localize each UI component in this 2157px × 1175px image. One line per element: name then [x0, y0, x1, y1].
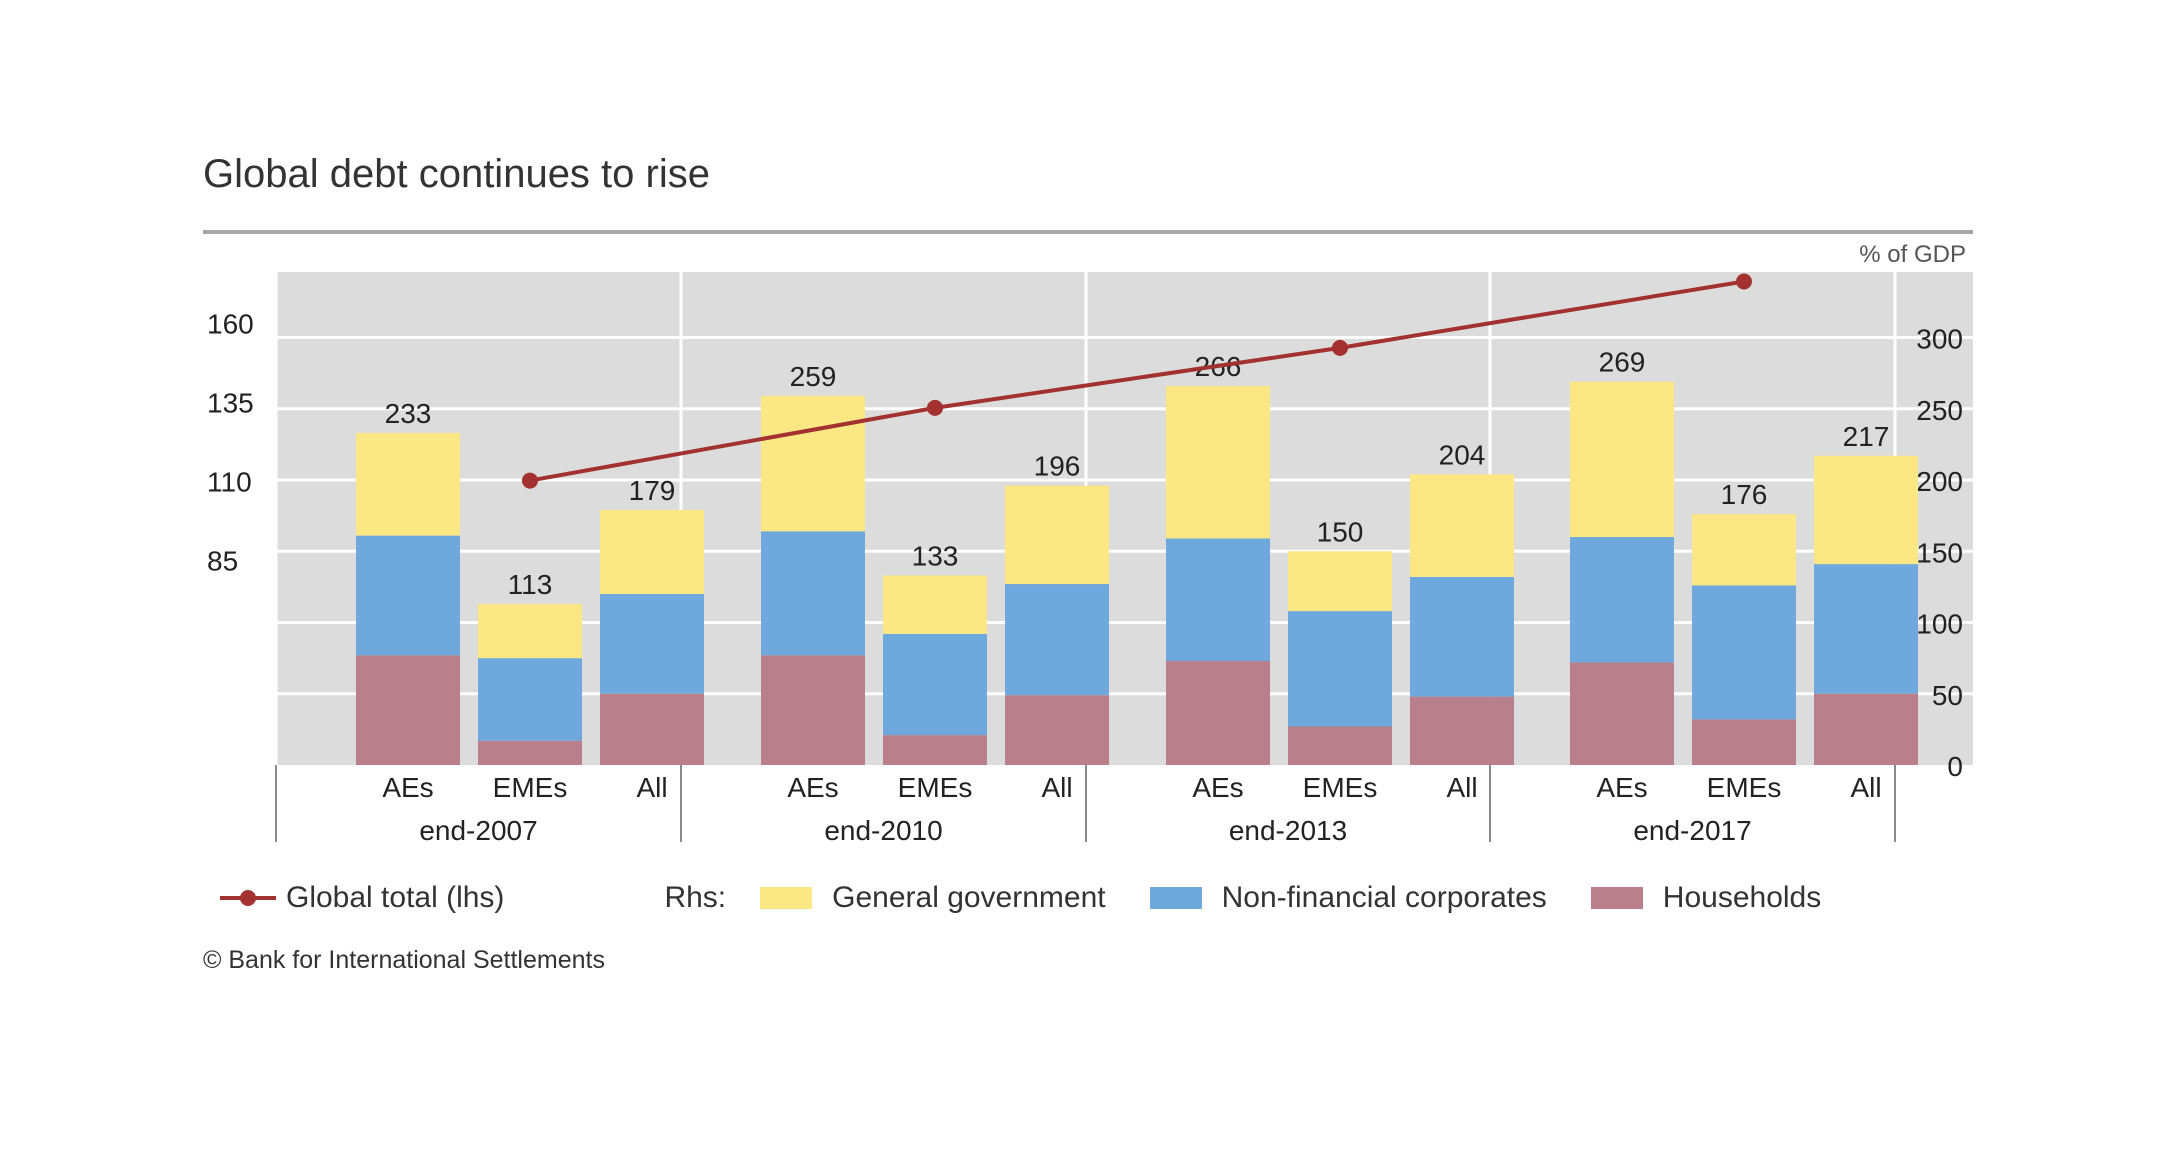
bar-general-government — [356, 433, 460, 536]
category-label: All — [636, 772, 667, 803]
category-label: AEs — [787, 772, 838, 803]
bar-general-government — [1166, 385, 1270, 539]
right-tick-label: 200 — [1916, 466, 1963, 497]
category-label: EMEs — [493, 772, 568, 803]
global-total-point — [1736, 273, 1752, 290]
bar-households — [1288, 726, 1392, 765]
global-total-point — [927, 399, 943, 416]
bar-non-financial-corporates — [1692, 585, 1796, 720]
left-tick-label: 110 — [207, 467, 252, 498]
bar-total-label: 204 — [1439, 439, 1486, 470]
right-tick-label: 100 — [1916, 609, 1963, 640]
bar-households — [1166, 660, 1270, 765]
global-total-point — [1332, 339, 1348, 356]
right-tick-label: 150 — [1916, 537, 1963, 568]
bar-total-label: 196 — [1034, 451, 1081, 482]
bar-non-financial-corporates — [1166, 538, 1270, 661]
bar-general-government — [1814, 455, 1918, 565]
bar-total-label: 269 — [1599, 347, 1646, 378]
category-label: AEs — [1192, 772, 1243, 803]
bar-households — [478, 740, 582, 765]
legend-label-households: Households — [1662, 881, 1822, 914]
legend-line-symbol — [220, 887, 276, 909]
bar-total-label: 150 — [1317, 516, 1364, 547]
source-footer: © Bank for International Settlements — [203, 946, 605, 974]
bar-general-government — [883, 575, 987, 634]
bar-general-government — [478, 603, 582, 659]
right-tick-label: 250 — [1916, 395, 1963, 426]
bar-non-financial-corporates — [600, 594, 704, 694]
bar-non-financial-corporates — [1570, 537, 1674, 663]
bar-general-government — [1570, 381, 1674, 538]
legend-item-households: Households — [1590, 881, 1822, 915]
bar-households — [1005, 695, 1109, 765]
category-label: AEs — [382, 772, 433, 803]
bar-households — [1570, 662, 1674, 765]
group-label: end-2010 — [824, 815, 942, 846]
left-tick-label: 85 — [207, 546, 238, 577]
bar-non-financial-corporates — [761, 531, 865, 656]
bar-non-financial-corporates — [478, 658, 582, 741]
legend-label-non-financial-corporates: Non-financial corporates — [1221, 881, 1547, 914]
bar-households — [1410, 696, 1514, 765]
bar-non-financial-corporates — [1288, 611, 1392, 727]
group-label: end-2007 — [419, 815, 537, 846]
bar-total-label: 217 — [1843, 421, 1890, 452]
legend-item-general-government: General government — [760, 881, 1106, 915]
legend-label-general-government: General government — [832, 881, 1106, 914]
bar-non-financial-corporates — [356, 535, 460, 656]
bar-non-financial-corporates — [1005, 584, 1109, 696]
bar-general-government — [1005, 485, 1109, 585]
bar-total-label: 176 — [1721, 479, 1768, 510]
bar-total-label: 233 — [385, 398, 432, 429]
bar-total-label: 259 — [790, 361, 837, 392]
legend-swatch-households — [1590, 887, 1643, 909]
category-label: EMEs — [1707, 772, 1782, 803]
category-label: All — [1850, 772, 1881, 803]
left-tick-label: 160 — [207, 309, 254, 340]
category-label: EMEs — [1303, 772, 1378, 803]
left-tick-label: 135 — [207, 388, 254, 419]
legend-swatch-general-government — [760, 887, 813, 909]
bar-households — [356, 655, 460, 765]
chart-title: Global debt continues to rise — [203, 152, 710, 196]
legend-rhs-prefix: Rhs: — [664, 881, 727, 914]
group-label: end-2017 — [1633, 815, 1751, 846]
global-total-point — [522, 472, 538, 489]
bar-households — [600, 693, 704, 765]
title-rule — [203, 230, 1973, 234]
bar-general-government — [761, 395, 865, 532]
bar-general-government — [1288, 551, 1392, 612]
category-label: All — [1446, 772, 1477, 803]
group-label: end-2013 — [1229, 815, 1347, 846]
bar-non-financial-corporates — [1814, 564, 1918, 694]
legend-item-global-total: Global total (lhs) — [220, 881, 504, 915]
bar-general-government — [1410, 474, 1514, 577]
legend-swatch-non-financial-corporates — [1149, 887, 1202, 909]
right-tick-label: 50 — [1932, 680, 1963, 711]
bar-non-financial-corporates — [1410, 576, 1514, 697]
category-label: AEs — [1596, 772, 1647, 803]
bar-total-label: 179 — [629, 475, 676, 506]
category-label: All — [1041, 772, 1072, 803]
global-total-line — [529, 279, 1745, 483]
legend-label-global-total: Global total (lhs) — [286, 881, 505, 914]
right-tick-label: 0 — [1947, 751, 1963, 782]
bar-total-label: 133 — [912, 540, 959, 571]
bar-non-financial-corporates — [883, 633, 987, 736]
bar-general-government — [600, 509, 704, 595]
unit-label: % of GDP — [1859, 241, 1966, 268]
bar-households — [883, 735, 987, 765]
bar-households — [761, 655, 865, 765]
category-label: EMEs — [898, 772, 973, 803]
legend: Global total (lhs) Rhs: General governme… — [220, 876, 1865, 920]
legend-item-non-financial-corporates: Non-financial corporates — [1149, 881, 1547, 915]
bar-general-government — [1692, 514, 1796, 586]
right-tick-label: 300 — [1916, 324, 1963, 355]
bar-total-label: 113 — [508, 569, 553, 600]
bar-households — [1814, 693, 1918, 765]
bar-households — [1692, 719, 1796, 765]
